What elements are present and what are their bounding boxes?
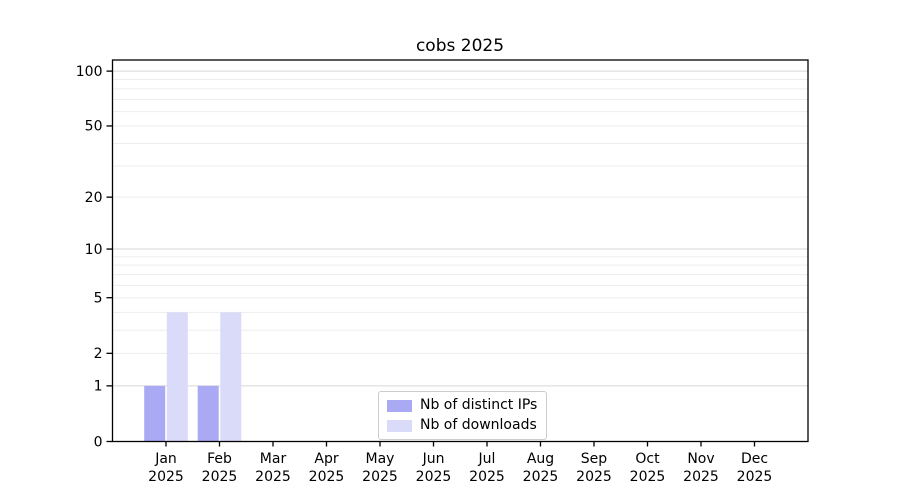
x-tick-label-month: Aug (527, 451, 554, 467)
x-tick-label-year: 2025 (362, 469, 398, 485)
y-tick-label: 1 (94, 379, 103, 395)
plot-area (111, 59, 809, 443)
chart-title: cobs 2025 (415, 36, 505, 56)
x-tick-label-month: Oct (635, 451, 660, 467)
x-tick-label-year: 2025 (469, 469, 505, 485)
x-tick-label-month: Jan (154, 451, 177, 467)
y-tick-label: 5 (94, 290, 103, 306)
legend-label-distinct-ips: Nb of distinct IPs (420, 397, 538, 413)
legend-label-downloads: Nb of downloads (420, 417, 537, 433)
legend-swatch-distinct-ips (387, 399, 412, 412)
y-tick-label: 50 (85, 119, 103, 135)
legend-item-distinct-ips: Nb of distinct IPs (387, 397, 537, 414)
y-tick-label: 100 (76, 64, 103, 80)
bar-distinct-ips (144, 385, 166, 442)
x-tick-label-month: Jul (478, 451, 496, 467)
legend-swatch-downloads (387, 419, 412, 432)
x-tick-label-year: 2025 (523, 469, 559, 485)
x-tick-label-year: 2025 (576, 469, 612, 485)
bar-downloads (166, 312, 188, 442)
legend-item-downloads: Nb of downloads (387, 417, 537, 434)
x-tick-label-year: 2025 (255, 469, 291, 485)
x-tick-label-month: Mar (260, 451, 287, 467)
y-tick-label: 0 (94, 434, 103, 450)
y-tick-label: 10 (85, 242, 103, 258)
x-tick-label-month: Feb (207, 451, 232, 467)
x-tick-label-month: Sep (581, 451, 608, 467)
x-tick-label-year: 2025 (309, 469, 345, 485)
x-tick-label-month: Jun (422, 451, 445, 467)
x-tick-label-month: Nov (687, 451, 714, 467)
x-tick-label-year: 2025 (630, 469, 666, 485)
x-tick-label-year: 2025 (202, 469, 238, 485)
x-tick-label-month: May (366, 451, 395, 467)
y-tick-label: 20 (85, 190, 103, 206)
bar-distinct-ips (197, 385, 219, 442)
x-tick-label-month: Apr (314, 451, 338, 467)
x-tick-label-month: Dec (741, 451, 768, 467)
x-tick-label-year: 2025 (737, 469, 773, 485)
y-tick-label: 2 (94, 346, 103, 362)
x-tick-label-year: 2025 (683, 469, 719, 485)
bar-downloads (220, 312, 242, 442)
x-tick-label-year: 2025 (416, 469, 452, 485)
x-tick-label-year: 2025 (148, 469, 184, 485)
legend: Nb of distinct IPs Nb of downloads (378, 391, 548, 440)
